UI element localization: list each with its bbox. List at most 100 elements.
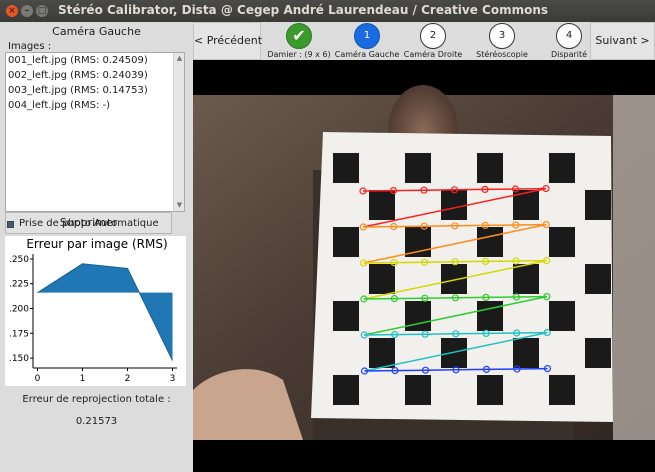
corner-marker bbox=[450, 186, 459, 194]
x-tick-label: 1 bbox=[80, 374, 86, 384]
corner-marker bbox=[482, 365, 491, 373]
board-square bbox=[441, 338, 467, 368]
corner-marker bbox=[512, 257, 520, 265]
corner-marker bbox=[543, 329, 551, 337]
step-number: 2 bbox=[420, 23, 446, 49]
board-square bbox=[405, 301, 431, 331]
corner-row-line bbox=[364, 367, 548, 372]
camera-view bbox=[193, 60, 655, 472]
board-square bbox=[549, 301, 575, 331]
next-button[interactable]: Suivant > bbox=[590, 22, 655, 60]
reprojection-label: Erreur de reprojection totale : bbox=[22, 394, 171, 405]
rms-chart: Erreur par image (RMS) .250 .225 .200 .175.… bbox=[5, 236, 186, 386]
list-scrollbar[interactable]: ▲ ▼ bbox=[173, 53, 184, 211]
check-icon: ✔ bbox=[286, 23, 312, 49]
list-item[interactable]: 004_left.jpg (RMS: -) bbox=[8, 100, 110, 111]
corner-marker bbox=[513, 365, 521, 373]
board-square bbox=[333, 227, 359, 257]
corner-marker bbox=[542, 221, 550, 229]
chart-title: Erreur par image (RMS) bbox=[26, 237, 167, 251]
reprojection-value: 0.21573 bbox=[75, 416, 118, 427]
corner-link-line bbox=[363, 259, 547, 300]
images-label: Images : bbox=[8, 41, 52, 52]
auto-photo-checkbox[interactable] bbox=[7, 221, 14, 228]
corner-marker bbox=[512, 221, 520, 229]
corner-marker bbox=[390, 295, 398, 303]
board-square bbox=[369, 264, 395, 294]
y-tick-label: .200 bbox=[9, 305, 29, 315]
minimize-window-button[interactable]: – bbox=[21, 5, 33, 17]
step-label: Damier : (9 x 6) bbox=[267, 50, 331, 59]
corner-marker bbox=[512, 293, 520, 301]
corner-marker bbox=[543, 257, 551, 265]
left-camera-panel: Caméra Gauche Images : 001_left.jpg (RMS… bbox=[0, 22, 193, 472]
corner-marker bbox=[390, 223, 398, 231]
previous-button[interactable]: < Précédent bbox=[193, 22, 262, 60]
y-tick-label: .150 bbox=[9, 354, 29, 364]
board-square bbox=[477, 227, 503, 257]
step-left-camera[interactable]: 1 Caméra Gauche bbox=[333, 22, 401, 60]
right-wall bbox=[613, 95, 655, 440]
person-hand bbox=[193, 369, 303, 440]
corner-row-line bbox=[363, 295, 547, 300]
images-list[interactable]: 001_left.jpg (RMS: 0.24509) 002_left.jpg… bbox=[5, 52, 185, 212]
corner-marker bbox=[360, 295, 368, 303]
corner-marker bbox=[452, 330, 460, 338]
corner-marker bbox=[543, 365, 552, 373]
y-tick-label: .175 bbox=[9, 329, 29, 339]
corner-marker bbox=[451, 258, 459, 266]
board-square bbox=[477, 153, 503, 183]
close-window-button[interactable]: × bbox=[6, 5, 18, 17]
corner-marker bbox=[482, 293, 490, 301]
corner-marker bbox=[360, 259, 368, 267]
board-square bbox=[549, 375, 575, 405]
corner-marker bbox=[511, 185, 520, 193]
window-title: Stéréo Calibrator, Dista @ Cegep André L… bbox=[58, 3, 549, 17]
corner-row-line bbox=[364, 331, 548, 336]
corner-link-line bbox=[364, 331, 548, 372]
corner-marker bbox=[451, 222, 459, 230]
board-square bbox=[333, 153, 359, 183]
step-number: 1 bbox=[354, 23, 380, 49]
step-label: Caméra Gauche bbox=[334, 50, 400, 59]
step-checkerboard[interactable]: ✔ Damier : (9 x 6) bbox=[265, 22, 333, 60]
scroll-down-icon[interactable]: ▼ bbox=[176, 201, 183, 209]
board-square bbox=[549, 153, 575, 183]
corner-marker bbox=[360, 367, 369, 375]
corner-marker bbox=[391, 367, 399, 375]
list-item[interactable]: 001_left.jpg (RMS: 0.24509) bbox=[8, 55, 148, 66]
board-square bbox=[405, 227, 431, 257]
corner-link-line bbox=[363, 223, 547, 264]
board-square bbox=[405, 375, 431, 405]
y-tick-label: .225 bbox=[9, 280, 29, 290]
maximize-window-button[interactable]: □ bbox=[36, 5, 48, 17]
board-square bbox=[477, 301, 503, 331]
corner-marker bbox=[452, 366, 460, 374]
step-label: Disparité bbox=[550, 50, 588, 59]
step-disparity[interactable]: 4 Disparité bbox=[535, 22, 603, 60]
corner-marker bbox=[360, 331, 368, 339]
corner-marker bbox=[389, 187, 398, 195]
list-item[interactable]: 003_left.jpg (RMS: 0.14753) bbox=[8, 85, 148, 96]
auto-photo-label: Prise de photo Automatique bbox=[19, 218, 159, 229]
x-tick-label: 0 bbox=[35, 374, 41, 384]
corner-marker bbox=[390, 259, 398, 267]
list-item[interactable]: 002_left.jpg (RMS: 0.24039) bbox=[8, 70, 148, 81]
corner-marker bbox=[421, 366, 430, 374]
board-square bbox=[477, 375, 503, 405]
board-square bbox=[441, 190, 467, 220]
corner-row-line bbox=[363, 223, 547, 228]
corner-marker bbox=[359, 187, 367, 195]
board-square bbox=[585, 338, 611, 368]
delete-button[interactable]: Supprimer bbox=[5, 212, 172, 234]
scroll-up-icon[interactable]: ▲ bbox=[176, 54, 183, 62]
board-square bbox=[333, 301, 359, 331]
corner-marker bbox=[421, 258, 429, 266]
board-square bbox=[549, 227, 575, 257]
board-square bbox=[585, 190, 611, 220]
board-square bbox=[369, 338, 395, 368]
wizard-nav: < Précédent ✔ Damier : (9 x 6) 1 Caméra … bbox=[193, 22, 655, 60]
corner-marker bbox=[359, 223, 367, 231]
step-stereoscopy[interactable]: 3 Stéréoscopie bbox=[468, 22, 536, 60]
step-right-camera[interactable]: 2 Caméra Droite bbox=[399, 22, 467, 60]
